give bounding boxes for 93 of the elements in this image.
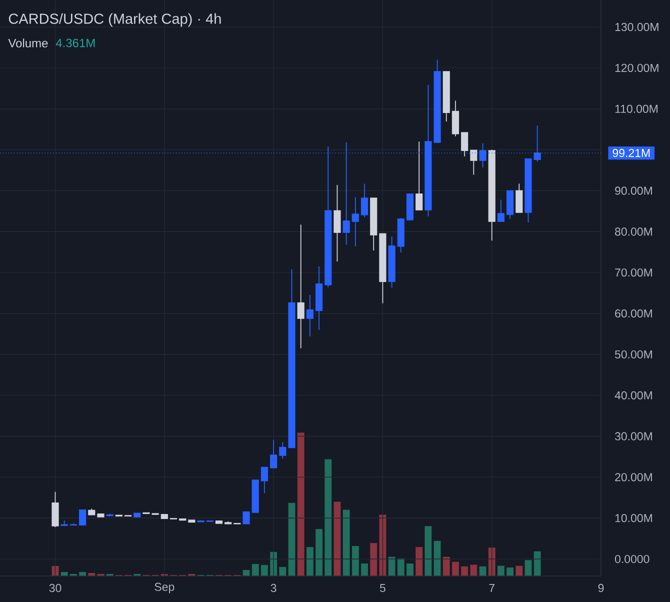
bar — [361, 564, 368, 576]
x-tick-label: 5 — [380, 584, 386, 592]
bar — [261, 564, 268, 576]
candlestick — [160, 514, 168, 519]
bar — [288, 502, 296, 576]
y-tick-label: 10.00M — [615, 514, 652, 522]
candlestick — [334, 184, 341, 262]
bar — [370, 543, 378, 576]
candlestick — [470, 149, 478, 176]
bar — [388, 556, 396, 576]
bar — [452, 562, 459, 576]
candlestick — [461, 132, 468, 157]
x-tick-label: 30 — [49, 584, 62, 592]
bar — [324, 459, 332, 576]
candlestick — [52, 491, 59, 528]
candlestick — [397, 218, 404, 253]
y-tick-label: 20.00M — [615, 473, 652, 482]
y-tick-label: 70.00M — [615, 268, 652, 277]
candlestick — [88, 508, 96, 516]
annotation: 4.361M — [56, 38, 95, 48]
bar — [279, 566, 286, 576]
candlestick — [488, 149, 496, 242]
y-tick-label: 0.0000 — [614, 554, 650, 564]
bar — [352, 546, 359, 576]
bar — [334, 502, 341, 576]
candlestick — [142, 512, 150, 514]
bar — [534, 551, 541, 576]
candlestick — [252, 480, 259, 513]
y-tick-label: 120.00M — [615, 64, 658, 72]
candlestick — [60, 520, 68, 526]
bar — [424, 526, 432, 576]
y-tick-label: 110.00M — [615, 104, 658, 113]
candlestick — [279, 442, 286, 460]
candlestick — [215, 520, 223, 524]
candlestick — [370, 198, 378, 251]
candlestick — [70, 522, 77, 526]
bar — [397, 558, 404, 576]
chart-title: Volume — [8, 38, 48, 48]
candlestick — [242, 510, 250, 524]
x-tick-label: 9 — [598, 584, 604, 592]
bar — [406, 564, 414, 576]
candlestick — [497, 199, 504, 222]
candlestick — [524, 158, 532, 224]
bar — [442, 556, 450, 576]
candlestick — [506, 190, 514, 220]
candlestick — [97, 514, 104, 518]
x-tick-label: Sep — [154, 582, 174, 594]
y-tick-label: 80.00M — [615, 228, 652, 236]
candlestick — [379, 233, 386, 304]
candlestick — [270, 439, 278, 469]
bar — [342, 510, 350, 576]
candlestick — [179, 518, 186, 521]
ref-line-label: 99.21M — [612, 148, 650, 158]
bar — [297, 432, 304, 576]
y-tick-label: 60.00M — [615, 309, 652, 318]
candlestick — [416, 141, 423, 210]
candlestick — [306, 294, 314, 337]
candlestick — [260, 466, 268, 494]
candlestick — [79, 509, 86, 526]
candlestick — [452, 100, 460, 137]
candlestick — [442, 71, 450, 122]
candlestick — [224, 520, 232, 524]
y-tick-label: 50.00M — [614, 350, 652, 358]
y-tick-label: 40.00M — [614, 391, 652, 400]
candlestick — [288, 268, 296, 448]
x-tick-label: 3 — [270, 584, 276, 592]
bar — [506, 568, 514, 576]
bar — [306, 547, 314, 576]
bar — [516, 566, 523, 576]
bar — [524, 560, 532, 576]
candlestick — [315, 266, 323, 330]
text: CARDS/USDC (Market Cap) · 4h — [8, 13, 221, 27]
y-tick-label: 130.00M — [615, 22, 658, 32]
bar — [461, 566, 468, 576]
candlestick — [388, 236, 396, 288]
bar — [497, 566, 504, 576]
candlestick — [406, 193, 414, 222]
candlestick — [352, 196, 359, 247]
bar — [470, 564, 478, 576]
bar — [316, 528, 322, 576]
candlestick — [516, 183, 523, 213]
candlestick — [106, 513, 114, 517]
candlestick — [134, 512, 141, 518]
y-tick-label: 90.00M — [615, 186, 652, 195]
bar — [416, 547, 423, 576]
candlestick — [434, 59, 441, 143]
bar — [252, 564, 259, 576]
candlestick — [297, 224, 304, 349]
x-tick-label: 7 — [489, 584, 494, 592]
y-tick-label: 30.00M — [614, 432, 652, 440]
candlestick — [188, 519, 196, 523]
candlestick — [360, 183, 368, 218]
bar — [434, 540, 441, 576]
